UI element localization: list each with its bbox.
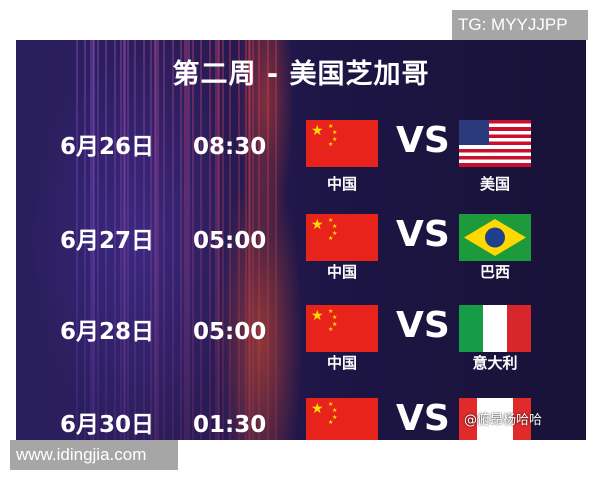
wave-line bbox=[249, 40, 252, 440]
match-time: 01:30 bbox=[193, 412, 267, 438]
wave-line bbox=[84, 40, 87, 440]
match-date: 6月26日 bbox=[60, 134, 155, 160]
match-time: 08:30 bbox=[193, 134, 267, 160]
wave-line bbox=[252, 40, 255, 440]
wave-line bbox=[258, 40, 261, 440]
away-team: 意大利 bbox=[472, 354, 518, 372]
vs-label: VS bbox=[396, 214, 450, 255]
home-team: 中国 bbox=[326, 354, 357, 372]
match-row: 6月28日 05:00 ★ ★ ★ ★ ★ 中国 VS 意大利 bbox=[16, 305, 586, 377]
wave-line bbox=[153, 40, 156, 440]
wave-line bbox=[76, 40, 78, 440]
match-row: 6月26日 08:30 ★ ★ ★ ★ ★ 中国 VS 美国 bbox=[16, 120, 586, 193]
usa-flag bbox=[459, 120, 531, 167]
wave-line bbox=[200, 40, 203, 440]
brazil-flag bbox=[459, 214, 531, 261]
wave-line bbox=[267, 40, 270, 440]
wave-line bbox=[104, 40, 107, 440]
wave-line bbox=[91, 40, 94, 440]
home-team: 中国 bbox=[326, 263, 357, 281]
match-date: 6月27日 bbox=[60, 228, 155, 254]
away-team: 巴西 bbox=[479, 263, 510, 281]
italy-flag bbox=[459, 305, 531, 352]
telegram-tag: TG: MYYJJPP bbox=[452, 10, 588, 40]
wave-line bbox=[97, 40, 100, 440]
wave-line bbox=[218, 40, 221, 440]
wave-line bbox=[149, 40, 152, 440]
schedule-poster: 第二周 - 美国芝加哥 6月26日 08:30 ★ ★ ★ ★ ★ 中国 VS 美国 6… bbox=[16, 40, 586, 440]
weibo-watermark: @俯昂杨哈哈 bbox=[464, 413, 543, 428]
china-flag: ★ ★ ★ ★ ★ bbox=[306, 120, 378, 167]
wave-line bbox=[171, 40, 174, 440]
wave-line bbox=[123, 40, 126, 440]
wave-line bbox=[89, 40, 92, 440]
wave-line bbox=[92, 40, 95, 440]
match-date: 6月30日 bbox=[60, 412, 155, 438]
china-flag: ★ ★ ★ ★ ★ bbox=[306, 305, 378, 352]
wave-line bbox=[162, 40, 165, 440]
wave-line bbox=[113, 40, 116, 440]
wave-line bbox=[244, 40, 247, 440]
wave-line bbox=[248, 40, 251, 440]
canada-flag bbox=[459, 398, 531, 440]
wave-line bbox=[187, 40, 190, 440]
wave-line bbox=[209, 40, 212, 440]
wave-line bbox=[122, 40, 125, 440]
wave-line bbox=[154, 40, 157, 440]
wave-line bbox=[119, 40, 122, 440]
wave-line bbox=[133, 40, 136, 440]
website-tag: www.idingjia.com bbox=[10, 440, 178, 470]
wave-line bbox=[142, 40, 145, 440]
match-time: 05:00 bbox=[193, 228, 267, 254]
china-flag: ★ ★ ★ ★ ★ bbox=[306, 398, 378, 440]
wave-line bbox=[179, 40, 182, 440]
wave-line bbox=[157, 40, 160, 440]
wave-line bbox=[238, 40, 241, 440]
wave-line bbox=[127, 40, 129, 440]
wave-line bbox=[222, 40, 225, 440]
match-row: 6月27日 05:00 ★ ★ ★ ★ ★ 中国 VS 巴西 bbox=[16, 214, 586, 286]
poster-title: 第二周 - 美国芝加哥 bbox=[172, 59, 430, 90]
wave-line bbox=[217, 40, 220, 440]
vs-label: VS bbox=[396, 398, 450, 439]
match-row: 6月30日 01:30 ★ ★ ★ ★ ★ VS bbox=[16, 398, 586, 440]
wave-line bbox=[192, 40, 195, 440]
wave-line bbox=[229, 40, 232, 440]
match-time: 05:00 bbox=[193, 319, 267, 345]
vs-label: VS bbox=[396, 305, 450, 346]
wave-line bbox=[184, 40, 187, 440]
wave-line bbox=[214, 40, 217, 440]
home-team: 中国 bbox=[326, 175, 357, 193]
wave-line bbox=[185, 40, 188, 440]
away-team: 美国 bbox=[479, 175, 510, 193]
wave-line bbox=[274, 40, 277, 440]
vs-label: VS bbox=[396, 120, 450, 161]
china-flag: ★ ★ ★ ★ ★ bbox=[306, 214, 378, 261]
match-date: 6月28日 bbox=[60, 319, 155, 345]
